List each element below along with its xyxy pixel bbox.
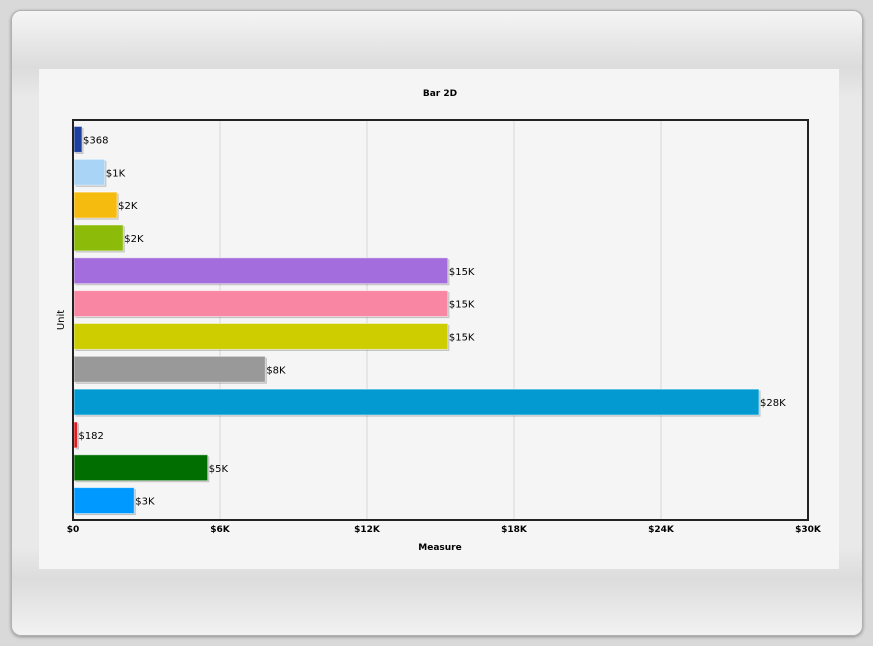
x-tick-label: $0: [67, 525, 80, 535]
bar-9[interactable]: [73, 388, 760, 416]
bar-6[interactable]: [73, 290, 449, 318]
chart-title: Bar 2D: [423, 89, 457, 99]
bar-2[interactable]: [73, 158, 106, 186]
bar-value-label: $368: [83, 135, 108, 146]
chart-panel: [39, 69, 839, 569]
x-tick-label: $30K: [795, 525, 822, 535]
bar-value-label: $15K: [449, 300, 475, 311]
bar-value-label: $15K: [449, 267, 475, 278]
bar-3[interactable]: [73, 191, 118, 219]
x-axis-ticks: $0 $6K $12K $18K $24K $30K: [67, 525, 822, 535]
bar-1[interactable]: [73, 125, 83, 153]
bar-value-label: $8K: [266, 365, 286, 376]
bar-11[interactable]: [73, 454, 209, 482]
bar-5[interactable]: [73, 257, 449, 285]
bar-value-label: $28K: [760, 398, 786, 409]
x-axis-title: Measure: [418, 543, 461, 553]
x-tick-label: $6K: [210, 525, 231, 535]
x-tick-label: $12K: [354, 525, 381, 535]
bar-value-label: $2K: [124, 234, 144, 245]
bar-7[interactable]: [73, 322, 449, 350]
grid-lines: [219, 120, 662, 520]
x-tick-label: $24K: [648, 525, 675, 535]
bar-value-label: $3K: [135, 497, 155, 508]
bar-value-label: $1K: [106, 168, 126, 179]
bar-value-label: $182: [78, 431, 103, 442]
bars-group: $368 $1K $2K $2K $15K $15K $15K $8K $28K $182 $5K $…: [73, 125, 786, 516]
bar-10[interactable]: [73, 421, 78, 449]
bar-4[interactable]: [73, 224, 124, 252]
bar-value-label: $2K: [118, 201, 138, 212]
bar-8[interactable]: [73, 355, 266, 383]
plot-area-border: [72, 119, 809, 521]
bar-12[interactable]: [73, 487, 135, 515]
bar-value-label: $15K: [449, 332, 475, 343]
x-tick-label: $18K: [501, 525, 528, 535]
bar-value-label: $5K: [209, 464, 229, 475]
y-axis-title: Unit: [56, 310, 67, 330]
